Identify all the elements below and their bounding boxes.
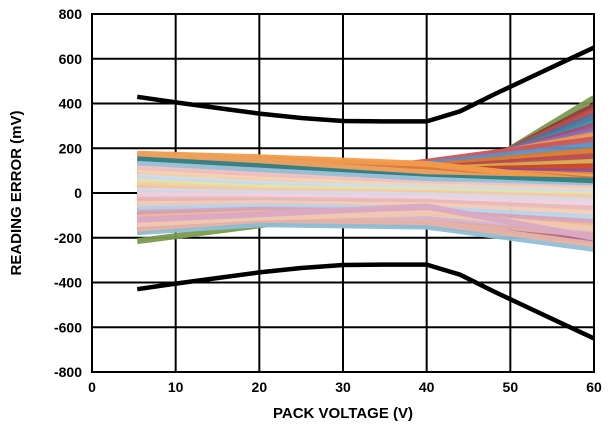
limit-lines-group [136,45,595,341]
x-tick-label: 20 [252,379,268,395]
device-series-line [137,192,595,208]
x-tick-label: 0 [88,379,96,395]
device-series-line [137,196,595,212]
limit-line [136,45,595,124]
limit-line [136,262,595,341]
device-series-line [136,216,595,248]
device-series-line [137,156,595,184]
y-tick-label: 0 [74,185,82,201]
y-tick-label: 600 [59,51,83,67]
y-tick-label: 200 [59,140,83,156]
y-axis-title: READING ERROR (mV) [8,110,25,275]
y-tick-label: 400 [59,96,83,112]
y-tick-label: -600 [54,319,82,335]
device-series-line [137,203,595,241]
y-tick-label: 800 [59,6,83,22]
device-series-group [136,95,596,252]
device-series-line [137,160,595,190]
x-tick-label: 60 [586,379,602,395]
y-tick-labels: 800 600 400 200 0 -200 -400 -600 -800 [54,6,82,380]
device-series-line [137,187,595,204]
y-tick-label: -800 [54,364,82,380]
y-tick-label: -400 [54,275,82,291]
device-series-line [137,221,595,252]
x-axis-title: PACK VOLTAGE (V) [273,405,413,422]
device-series-line [137,200,595,217]
x-tick-label: 50 [503,379,519,395]
y-tick-label: -200 [54,230,82,246]
x-tick-label: 10 [168,379,184,395]
plot-frame [91,13,595,373]
x-tick-label: 30 [335,379,351,395]
x-tick-label: 40 [419,379,435,395]
x-tick-labels: 0 10 20 30 40 50 60 [88,379,602,395]
